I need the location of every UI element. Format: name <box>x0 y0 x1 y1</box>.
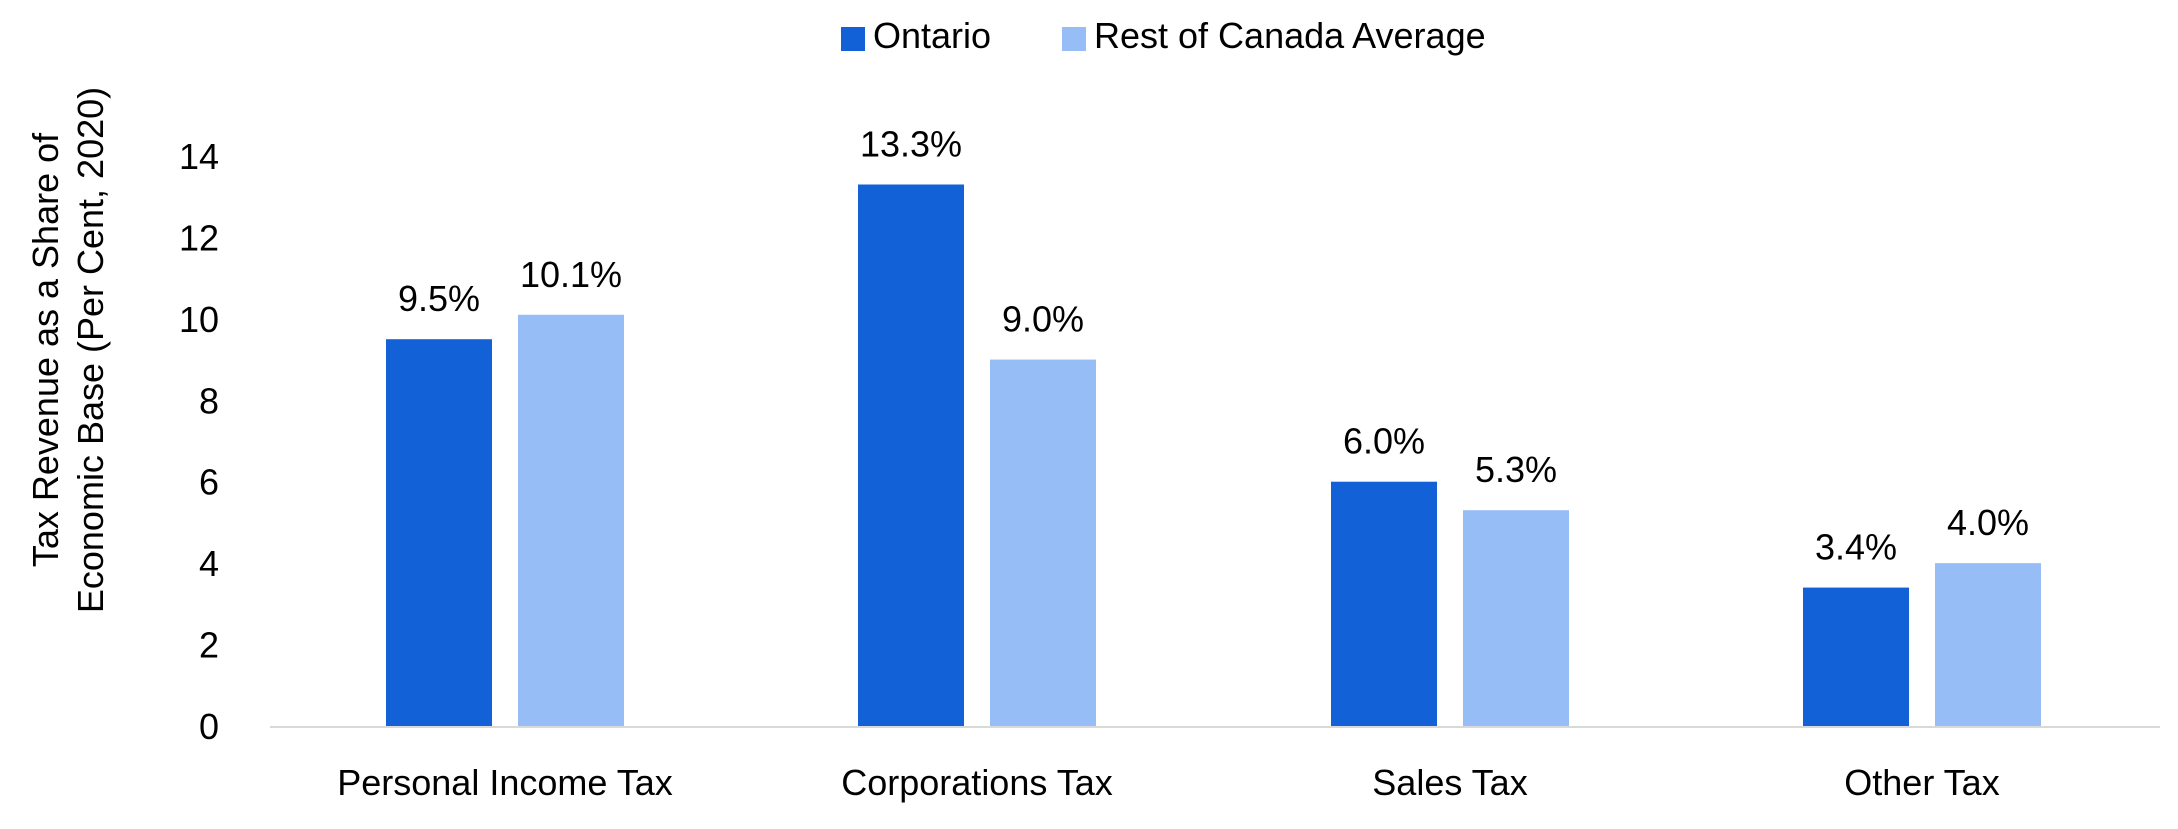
legend: Ontario Rest of Canada Average <box>841 15 1486 56</box>
data-label: 13.3% <box>860 124 962 165</box>
y-tick-label: 14 <box>179 136 219 177</box>
data-label: 9.0% <box>1002 299 1084 340</box>
y-tick-label: 6 <box>199 462 219 503</box>
data-label: 4.0% <box>1947 502 2029 543</box>
x-tick-label: Personal Income Tax <box>337 762 673 803</box>
y-tick-label: 12 <box>179 217 219 258</box>
bar-ontario-2 <box>858 184 964 726</box>
data-label: 5.3% <box>1475 449 1557 490</box>
data-label: 10.1% <box>520 254 622 295</box>
x-axis: Personal Income Tax Corporations Tax Sales… <box>270 726 2160 803</box>
legend-label-1: Ontario <box>873 15 991 56</box>
bar-ontario-4 <box>1803 587 1909 726</box>
x-tick-label: Corporations Tax <box>841 762 1112 803</box>
data-labels: 9.5% 10.1% 13.3% 9.0% 6.0% 5.3% 3.4% 4.0% <box>398 124 2029 568</box>
y-axis-title: Tax Revenue as a Share of Economic Base (… <box>25 87 111 613</box>
y-tick-label: 2 <box>199 625 219 666</box>
x-tick-label: Other Tax <box>1844 762 1999 803</box>
bar-rest-of-canada-1 <box>518 314 624 726</box>
bar-rest-of-canada-4 <box>1935 563 2041 726</box>
data-label: 6.0% <box>1343 421 1425 462</box>
bar-ontario-1 <box>386 339 492 726</box>
data-label: 3.4% <box>1815 527 1897 568</box>
y-tick-label: 10 <box>179 299 219 340</box>
y-axis-title-line-1: Tax Revenue as a Share of <box>25 132 66 567</box>
data-label: 9.5% <box>398 278 480 319</box>
bar-rest-of-canada-2 <box>990 359 1096 726</box>
y-tick-label: 8 <box>199 380 219 421</box>
legend-swatch-1 <box>841 27 865 51</box>
y-axis-title-line-2: Economic Base (Per Cent, 2020) <box>70 87 111 613</box>
y-tick-label: 4 <box>199 543 219 584</box>
y-axis: 0 2 4 6 8 10 12 14 <box>179 136 219 747</box>
bar-rest-of-canada-3 <box>1463 510 1569 726</box>
legend-swatch-2 <box>1062 27 1086 51</box>
bars <box>386 184 2041 726</box>
x-tick-label: Sales Tax <box>1372 762 1527 803</box>
bar-ontario-3 <box>1331 481 1437 726</box>
legend-label-2: Rest of Canada Average <box>1094 15 1486 56</box>
y-tick-label: 0 <box>199 706 219 747</box>
